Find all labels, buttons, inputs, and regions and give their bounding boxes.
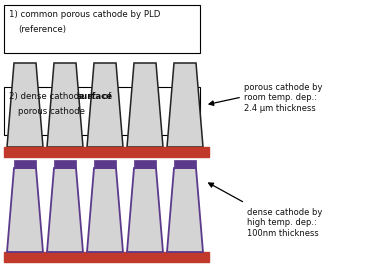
Text: porous cathode by
room temp. dep.:
2.4 μm thickness: porous cathode by room temp. dep.: 2.4 μ… xyxy=(244,83,323,113)
Text: surface: surface xyxy=(76,92,113,101)
Text: 2) dense cathode at: 2) dense cathode at xyxy=(9,92,99,101)
Polygon shape xyxy=(47,168,83,252)
Polygon shape xyxy=(167,63,203,147)
Polygon shape xyxy=(94,160,116,168)
Polygon shape xyxy=(47,63,83,147)
FancyBboxPatch shape xyxy=(4,147,209,157)
FancyBboxPatch shape xyxy=(4,87,200,135)
Polygon shape xyxy=(87,63,123,147)
Polygon shape xyxy=(7,168,43,252)
Polygon shape xyxy=(127,168,163,252)
Text: dense cathode by
high temp. dep.:
100nm thickness: dense cathode by high temp. dep.: 100nm … xyxy=(247,208,322,238)
Polygon shape xyxy=(127,63,163,147)
Polygon shape xyxy=(7,63,43,147)
Polygon shape xyxy=(14,160,36,168)
Text: (reference): (reference) xyxy=(18,25,66,34)
FancyBboxPatch shape xyxy=(4,5,200,53)
Polygon shape xyxy=(134,160,156,168)
Polygon shape xyxy=(87,168,123,252)
Text: porous cathode: porous cathode xyxy=(18,107,85,116)
Text: 1) common porous cathode by PLD: 1) common porous cathode by PLD xyxy=(9,10,160,19)
FancyBboxPatch shape xyxy=(4,252,209,262)
Polygon shape xyxy=(54,160,76,168)
Polygon shape xyxy=(167,168,203,252)
Polygon shape xyxy=(174,160,196,168)
Text: of: of xyxy=(100,92,111,101)
